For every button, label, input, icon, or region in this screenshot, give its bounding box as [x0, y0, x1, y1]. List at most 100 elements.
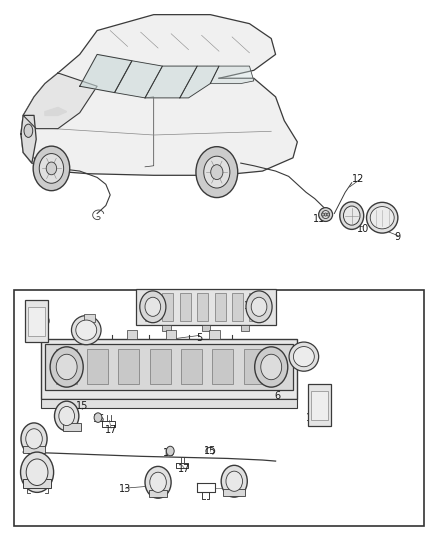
Bar — [215, 293, 226, 320]
Bar — [145, 293, 156, 320]
Circle shape — [221, 465, 247, 497]
Circle shape — [196, 147, 238, 198]
Circle shape — [26, 459, 48, 486]
Text: 13: 13 — [21, 434, 34, 444]
Text: 19: 19 — [39, 317, 51, 327]
Circle shape — [39, 154, 64, 183]
Circle shape — [211, 165, 223, 180]
Bar — [25, 301, 48, 342]
Bar — [241, 325, 250, 331]
Circle shape — [59, 407, 74, 425]
Text: 17: 17 — [178, 464, 191, 474]
Circle shape — [166, 446, 174, 456]
Circle shape — [26, 429, 42, 449]
Circle shape — [251, 297, 267, 317]
Bar — [150, 349, 171, 384]
Bar — [250, 293, 260, 320]
Bar — [136, 289, 276, 325]
Circle shape — [204, 156, 230, 188]
Polygon shape — [23, 73, 97, 128]
Ellipse shape — [293, 346, 314, 367]
Text: 12: 12 — [352, 174, 364, 184]
Text: 16: 16 — [93, 414, 106, 424]
Bar — [201, 325, 210, 331]
Ellipse shape — [71, 316, 101, 345]
Text: 6: 6 — [53, 370, 59, 380]
Polygon shape — [80, 54, 132, 93]
Text: 15: 15 — [76, 401, 88, 411]
Bar — [308, 384, 331, 425]
Polygon shape — [115, 61, 162, 98]
Text: 6: 6 — [275, 391, 281, 401]
Polygon shape — [45, 108, 67, 115]
Circle shape — [246, 291, 272, 322]
Ellipse shape — [340, 202, 364, 229]
Bar — [87, 349, 108, 384]
Polygon shape — [21, 14, 297, 175]
Text: 19: 19 — [307, 413, 319, 423]
Text: 18: 18 — [228, 483, 240, 493]
Circle shape — [56, 354, 77, 379]
Bar — [45, 344, 293, 390]
Bar — [162, 293, 173, 320]
Circle shape — [226, 471, 243, 491]
Bar — [166, 330, 177, 338]
Bar — [223, 489, 245, 496]
Polygon shape — [210, 66, 254, 84]
Circle shape — [54, 401, 79, 431]
Bar — [56, 349, 77, 384]
Ellipse shape — [76, 320, 97, 340]
Text: 21: 21 — [241, 344, 254, 354]
Bar — [14, 290, 424, 526]
Circle shape — [145, 297, 161, 317]
Circle shape — [254, 347, 288, 387]
Text: 17: 17 — [105, 425, 117, 435]
Bar — [149, 490, 167, 497]
Circle shape — [50, 347, 83, 387]
Bar — [181, 349, 202, 384]
Circle shape — [261, 354, 282, 379]
Text: 10: 10 — [357, 224, 369, 235]
Bar — [212, 349, 233, 384]
Text: 2: 2 — [81, 322, 87, 333]
Circle shape — [145, 466, 171, 498]
Circle shape — [140, 291, 166, 322]
Bar — [180, 293, 191, 320]
Bar — [23, 446, 45, 453]
Bar — [41, 399, 297, 408]
Text: 15: 15 — [204, 446, 216, 456]
Circle shape — [324, 213, 327, 216]
Bar — [28, 308, 45, 336]
Bar — [127, 330, 137, 338]
Bar — [84, 314, 95, 321]
Bar — [118, 349, 139, 384]
Ellipse shape — [343, 206, 360, 225]
Polygon shape — [21, 115, 36, 163]
Ellipse shape — [367, 203, 398, 233]
Bar — [311, 391, 328, 420]
Polygon shape — [145, 66, 197, 98]
Text: 11: 11 — [313, 214, 325, 224]
Bar — [162, 325, 171, 331]
Circle shape — [322, 213, 324, 216]
Circle shape — [150, 472, 166, 492]
Ellipse shape — [319, 208, 332, 221]
Text: 16: 16 — [163, 448, 175, 458]
Text: 1: 1 — [244, 301, 251, 311]
Circle shape — [21, 452, 53, 492]
Text: 13: 13 — [119, 484, 131, 494]
Bar — [197, 293, 208, 320]
Bar — [63, 423, 81, 431]
Bar — [209, 330, 220, 338]
Text: 9: 9 — [394, 232, 400, 243]
Text: 2: 2 — [303, 349, 309, 359]
Polygon shape — [180, 66, 219, 98]
Circle shape — [33, 146, 70, 191]
Bar — [232, 293, 243, 320]
Circle shape — [94, 413, 102, 422]
Ellipse shape — [289, 342, 319, 371]
Ellipse shape — [370, 207, 394, 229]
Bar — [23, 479, 51, 488]
Bar — [244, 349, 265, 384]
Text: 5: 5 — [196, 333, 202, 343]
